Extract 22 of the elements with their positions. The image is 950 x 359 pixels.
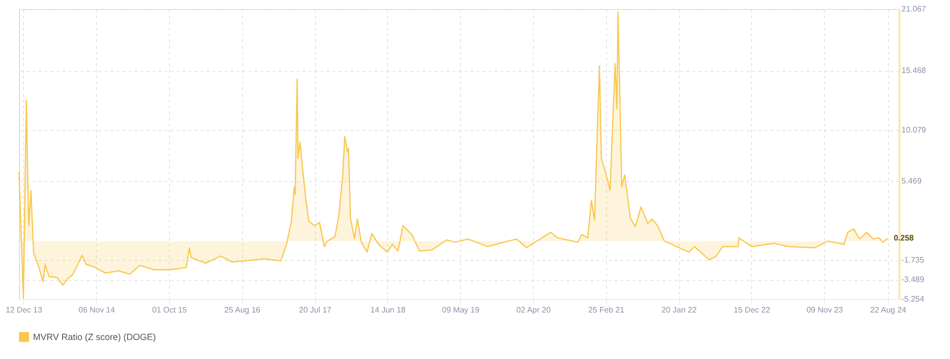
- x-tick-label: 22 Aug 24: [870, 306, 907, 314]
- y-tick-label: 5.469: [902, 176, 922, 186]
- x-tick-label: 06 Nov 14: [78, 306, 116, 314]
- x-tick-label: 25 Feb 21: [588, 306, 625, 314]
- legend-label: MVRV Ratio (Z score) (DOGE): [33, 332, 156, 342]
- x-tick-label: 25 Aug 16: [224, 306, 261, 314]
- x-tick-label: 09 May 19: [442, 306, 480, 314]
- y-tick-label: 15.468: [902, 66, 927, 76]
- x-tick-label: 02 Apr 20: [516, 306, 552, 314]
- annotation: 0.258: [894, 233, 914, 242]
- y-tick-label: -1.735: [902, 256, 925, 265]
- y-tick-label: 21.067: [902, 4, 927, 14]
- y-tick-label: -5.254: [902, 294, 925, 304]
- y-tick-label: -3.489: [902, 275, 925, 284]
- x-tick-label: 14 Jun 18: [370, 306, 406, 314]
- y-tick-label: 10.079: [902, 126, 927, 135]
- x-tick-label: 09 Nov 23: [806, 306, 844, 314]
- x-tick-label: 20 Jul 17: [298, 306, 332, 314]
- x-tick-label: 12 Dec 13: [6, 306, 43, 314]
- x-tick-label: 15 Dec 22: [734, 306, 771, 314]
- x-tick-label: 20 Jan 22: [662, 306, 698, 314]
- x-tick-label: 01 Oct 15: [152, 306, 188, 314]
